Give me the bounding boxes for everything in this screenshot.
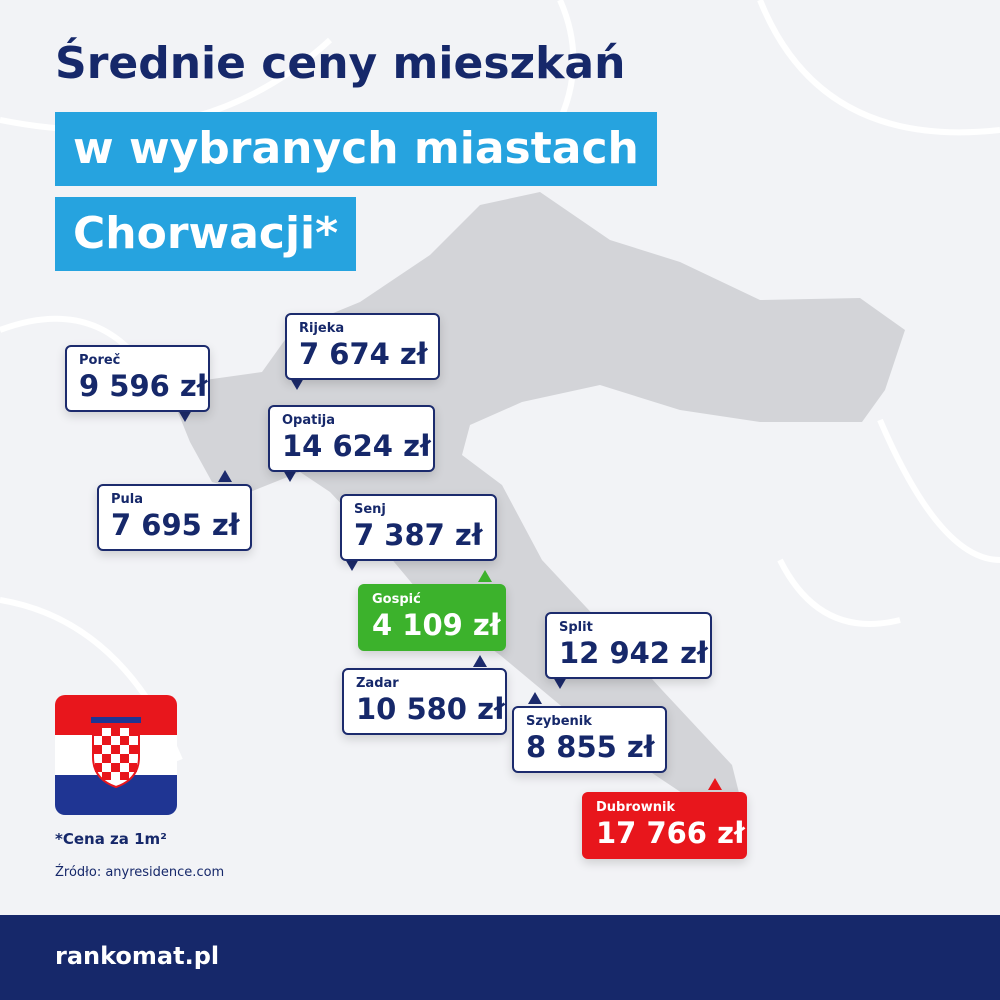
city-price: 4 109 zł <box>372 608 501 642</box>
callout-pointer <box>345 559 359 571</box>
callout-pointer <box>218 470 232 482</box>
city-name: Pula <box>111 492 144 507</box>
city-price: 7 387 zł <box>354 518 483 552</box>
city-price: 14 624 zł <box>282 429 431 463</box>
title-box: w wybranych miastach <box>55 112 657 186</box>
city-name: Split <box>559 620 593 635</box>
city-name: Opatija <box>282 413 336 428</box>
city-price: 7 674 zł <box>299 337 428 371</box>
source: Źródło: anyresidence.com <box>55 865 225 880</box>
city-price: 17 766 zł <box>596 816 745 850</box>
city-name: Senj <box>354 502 386 517</box>
city-name: Szybenik <box>526 714 592 729</box>
city-callout: Gospić 4 109 zł <box>358 584 506 651</box>
title-box: Chorwacji* <box>55 197 357 271</box>
footnote: *Cena za 1m² <box>55 830 167 848</box>
city-price: 8 855 zł <box>526 730 655 764</box>
callout-pointer <box>708 778 722 790</box>
city-name: Zadar <box>356 676 399 691</box>
city-price: 12 942 zł <box>559 636 708 670</box>
city-price: 10 580 zł <box>356 692 505 726</box>
city-price: 7 695 zł <box>111 508 240 542</box>
city-callout: Zadar 10 580 zł <box>342 668 507 735</box>
city-name: Poreč <box>79 353 121 368</box>
city-name: Gospić <box>372 592 421 607</box>
callout-pointer <box>473 655 487 667</box>
city-callout: Senj 7 387 zł <box>340 494 497 561</box>
callout-pointer <box>553 677 567 689</box>
city-name: Dubrownik <box>596 800 676 815</box>
city-callout: Szybenik 8 855 zł <box>512 706 667 773</box>
callout-pointer <box>178 410 192 422</box>
callout-pointer <box>528 692 542 704</box>
city-callout: Rijeka 7 674 zł <box>285 313 440 380</box>
logo: rankomat.pl <box>55 942 220 970</box>
city-callout: Split 12 942 zł <box>545 612 712 679</box>
city-price: 9 596 zł <box>79 369 208 403</box>
city-callout: Poreč 9 596 zł <box>65 345 210 412</box>
callout-pointer <box>290 378 304 390</box>
flag <box>55 695 177 815</box>
city-callout: Pula 7 695 zł <box>97 484 252 551</box>
callout-pointer <box>283 470 297 482</box>
city-callout: Opatija 14 624 zł <box>268 405 435 472</box>
city-name: Rijeka <box>299 321 345 336</box>
callout-pointer <box>478 570 492 582</box>
city-callout: Dubrownik 17 766 zł <box>582 792 747 859</box>
footer <box>0 915 1000 1000</box>
title: Średnie ceny mieszkań <box>55 38 626 89</box>
